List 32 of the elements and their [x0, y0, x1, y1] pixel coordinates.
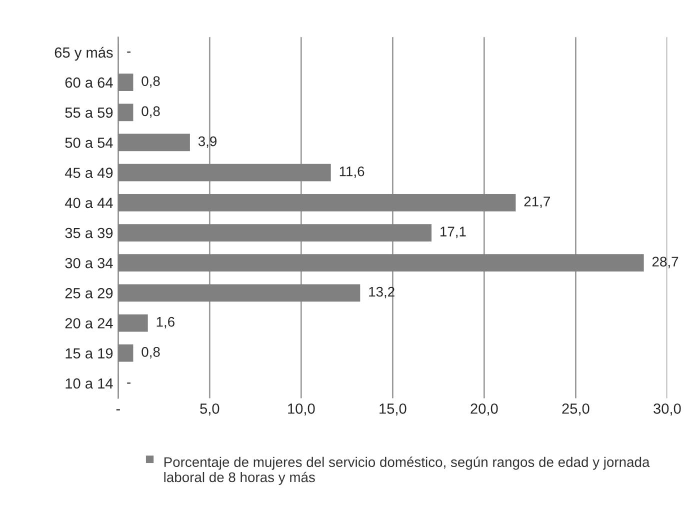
data-label: 13,2 — [369, 286, 394, 298]
data-label: 28,7 — [652, 256, 678, 268]
y-tick-label: 20 a 24 — [65, 318, 113, 328]
x-tick-label: 30,0 — [654, 403, 681, 416]
y-tick-label: 45 a 49 — [64, 168, 113, 178]
y-tick-label: 30 a 34 — [65, 258, 113, 268]
x-tick-label: 20,0 — [470, 403, 498, 416]
x-tick-label: 10,0 — [288, 403, 315, 416]
y-tick-label: 15 a 19 — [66, 348, 113, 359]
y-tick-label: 35 a 39 — [65, 228, 113, 238]
data-label: 0,8 — [142, 347, 160, 358]
data-label: 17,1 — [440, 226, 466, 238]
data-label: 21,7 — [524, 196, 550, 208]
x-tick-label: 25,0 — [562, 403, 590, 416]
y-tick-label: 55 a 59 — [65, 107, 113, 118]
x-tick-label: 5,0 — [200, 403, 220, 416]
y-tick-label: 10 a 14 — [66, 378, 113, 389]
legend-label: Porcentaje de mujeres del servicio doméstico, según rangos de edad y jornada laboral de 8 horas y más — [164, 456, 650, 485]
data-label: 0,8 — [142, 106, 160, 118]
data-label: 11,6 — [340, 166, 364, 178]
y-tick-label: 65 y más — [54, 46, 113, 61]
data-label: 3,9 — [198, 136, 217, 148]
y-tick-label: 60 a 64 — [65, 77, 113, 88]
x-tick-label: - — [116, 409, 120, 410]
y-tick-label: 40 a 44 — [64, 198, 113, 208]
data-label: - — [127, 382, 130, 384]
data-label: 1,6 — [156, 316, 174, 328]
y-tick-label: 25 a 29 — [65, 288, 113, 298]
data-label: 0,8 — [142, 76, 160, 88]
x-tick-label: 15,0 — [380, 403, 406, 416]
y-tick-label: 50 a 54 — [65, 138, 113, 148]
data-label: - — [127, 52, 130, 53]
